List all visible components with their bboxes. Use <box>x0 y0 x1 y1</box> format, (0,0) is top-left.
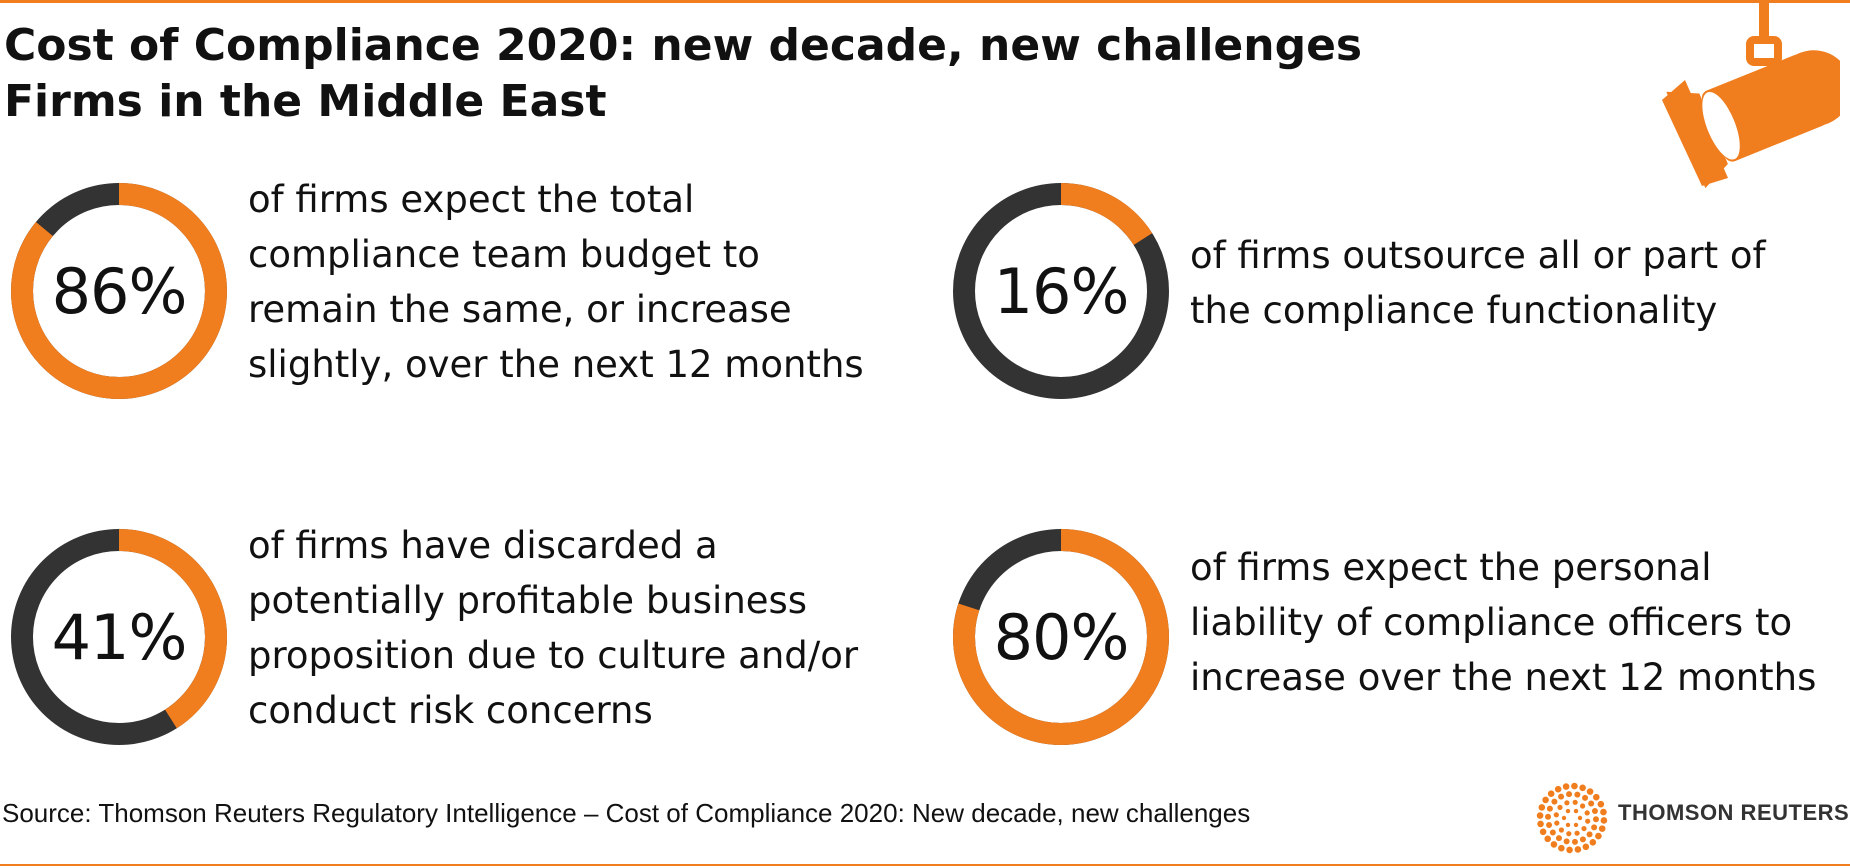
stat-text-3-line-3: proposition due to culture and/or <box>248 634 859 677</box>
stat-text-3: of firms have discarded a potentially pr… <box>248 518 858 738</box>
stat-text-4-line-2: liability of compliance officers to <box>1190 601 1793 644</box>
donut-label-3: 41% <box>51 600 188 674</box>
donut-4-value-arc <box>953 529 1169 745</box>
donut-2-value-arc <box>953 183 1169 399</box>
brand-name: THOMSON REUTERS <box>1618 800 1850 825</box>
donut-chart-1: 86% <box>4 176 234 406</box>
stat-text-3-line-2: potentially profitable business <box>248 579 808 622</box>
stat-text-3-line-4: conduct risk concerns <box>248 689 653 732</box>
donut-1-value-arc <box>11 183 227 399</box>
donut-chart-4: 80% <box>946 522 1176 752</box>
donut-chart-2: 16% <box>946 176 1176 406</box>
page-title: Cost of Compliance 2020: new decade, new… <box>4 18 1362 130</box>
donut-label-2: 16% <box>993 254 1130 328</box>
stat-text-4: of firms expect the personal liability o… <box>1190 540 1816 705</box>
stat-text-4-line-1: of firms expect the personal <box>1190 546 1712 589</box>
donut-svg-4 <box>953 529 1169 745</box>
stat-text-2-line-2: the compliance functionality <box>1190 289 1718 332</box>
thomson-reuters-logo-icon <box>1536 782 1608 854</box>
stat-text-2-line-1: of firms outsource all or part of <box>1190 234 1766 277</box>
stat-text-1-line-3: remain the same, or increase <box>248 288 792 331</box>
donut-svg-3 <box>11 529 227 745</box>
donut-3-value-arc <box>11 529 227 745</box>
stat-text-1-line-2: compliance team budget to <box>248 233 760 276</box>
stat-text-4-line-3: increase over the next 12 months <box>1190 656 1817 699</box>
donut-svg-1 <box>11 183 227 399</box>
donut-label-1: 86% <box>51 254 188 328</box>
spotlight-icon <box>1662 0 1840 189</box>
stat-text-3-line-1: of firms have discarded a <box>248 524 718 567</box>
donut-svg-2 <box>953 183 1169 399</box>
stat-text-1-line-1: of firms expect the total <box>248 178 695 221</box>
donut-label-4: 80% <box>993 600 1130 674</box>
stat-text-1-line-4: slightly, over the next 12 months <box>248 343 864 386</box>
bottom-rule <box>0 864 1850 866</box>
stat-text-1: of firms expect the total compliance tea… <box>248 172 864 392</box>
stat-text-2: of firms outsource all or part of the co… <box>1190 228 1766 338</box>
donut-chart-3: 41% <box>4 522 234 752</box>
title-line-2: Firms in the Middle East <box>4 76 607 127</box>
title-line-1: Cost of Compliance 2020: new decade, new… <box>4 20 1363 71</box>
top-rule <box>0 0 1850 3</box>
source-note: Source: Thomson Reuters Regulatory Intel… <box>2 798 1251 828</box>
